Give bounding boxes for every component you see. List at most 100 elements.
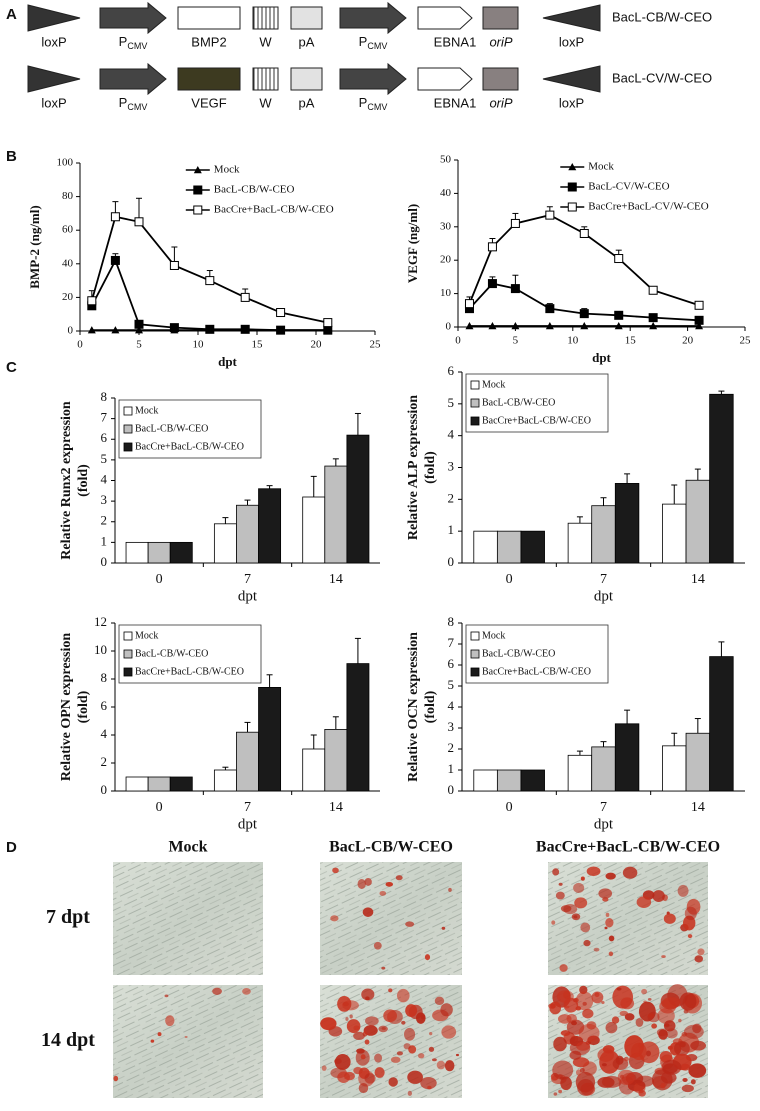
element-label: loxP xyxy=(559,34,584,49)
pa-shape xyxy=(290,67,323,91)
promoter-shape xyxy=(339,1,407,35)
stain-spot xyxy=(405,921,415,927)
micrograph xyxy=(113,985,263,1098)
y-tick-label: 5 xyxy=(448,395,455,410)
legend-label: BacCre+BacL-CB/W-CEO xyxy=(135,666,244,677)
element-label: loxP xyxy=(41,95,66,110)
stain-spot xyxy=(687,934,693,939)
y-tick-label: 5 xyxy=(448,677,455,692)
stain-spot xyxy=(563,904,578,915)
legend-label: Mock xyxy=(214,164,240,176)
stain-spot xyxy=(663,1020,676,1032)
legend-swatch xyxy=(123,667,133,677)
y-tick-label: 4 xyxy=(101,471,108,486)
legend-label: BacCre+BacL-CV/W-CEO xyxy=(588,201,709,213)
stain-spot xyxy=(605,872,616,880)
bar xyxy=(520,769,545,792)
legend-label: Mock xyxy=(135,405,158,416)
stain-spot xyxy=(681,1084,694,1093)
error-bar xyxy=(694,718,701,734)
legend-box xyxy=(465,624,609,684)
marker xyxy=(87,326,96,334)
stain-spot xyxy=(563,990,571,999)
stain-spot xyxy=(608,935,615,942)
x-tick-label: 7 xyxy=(244,800,251,815)
stain-spot xyxy=(661,1059,682,1075)
stain-spot xyxy=(321,1065,327,1071)
element-label: EBNA1 xyxy=(434,95,477,110)
y-axis-label: (fold) xyxy=(423,690,438,723)
stain-spot xyxy=(417,1053,425,1059)
y-tick-label: 1 xyxy=(448,761,455,776)
promoter-shape xyxy=(339,62,407,96)
stain-spot xyxy=(388,1077,398,1087)
error-bar xyxy=(671,732,678,746)
stain-spot xyxy=(353,1025,360,1031)
row-header: 14 dpt xyxy=(41,1029,95,1051)
marker xyxy=(510,284,520,294)
x-axis-label: dpt xyxy=(238,588,258,604)
marker xyxy=(614,321,623,330)
marker xyxy=(240,324,250,334)
stain-spot xyxy=(635,1018,644,1027)
legend-label: BacL-CB/W-CEO xyxy=(482,397,555,408)
error-bar xyxy=(310,734,317,749)
stain-spot xyxy=(616,987,622,991)
error-bar xyxy=(354,637,361,664)
legend-swatch xyxy=(470,416,480,426)
element-label-main: P xyxy=(119,34,128,49)
x-tick-label: 0 xyxy=(506,800,513,815)
y-tick-label: 5 xyxy=(101,451,108,466)
element-label: W xyxy=(259,95,272,110)
stain-spot xyxy=(552,868,560,876)
y-tick-label: 8 xyxy=(101,389,108,404)
stain-spot xyxy=(361,988,375,1001)
stain-spot xyxy=(242,987,251,995)
stain-spot xyxy=(593,947,600,952)
y-tick-label: 8 xyxy=(448,614,455,629)
micrograph xyxy=(113,862,263,975)
stain-spot xyxy=(697,948,705,956)
stain-spot xyxy=(619,1010,629,1016)
element-label: PCMV xyxy=(359,34,388,51)
stain-spot xyxy=(571,913,581,921)
legend-label: BacCre+BacL-CB/W-CEO xyxy=(135,441,244,452)
stain-spot xyxy=(597,1076,615,1088)
stain-spot xyxy=(620,997,635,1010)
y-tick-label: 3 xyxy=(101,492,108,507)
stain-spot xyxy=(552,1060,574,1080)
marker xyxy=(465,321,474,330)
stain-spot xyxy=(388,988,393,993)
stain-spot xyxy=(663,913,676,924)
marker xyxy=(488,321,497,330)
marker xyxy=(323,318,333,328)
legend-box xyxy=(118,624,262,684)
element-label-main: P xyxy=(359,34,368,49)
y-tick-label: 6 xyxy=(101,430,108,445)
bar xyxy=(567,754,593,792)
stain-spot xyxy=(404,1027,416,1041)
element-label: oriP xyxy=(489,95,512,110)
marker xyxy=(205,324,215,334)
bar xyxy=(125,776,149,792)
marker xyxy=(87,296,97,306)
stain-spot xyxy=(617,1069,635,1086)
y-tick-label: 1 xyxy=(101,533,108,548)
stain-spot xyxy=(641,988,648,995)
marker xyxy=(169,323,179,333)
marker xyxy=(134,319,144,329)
x-tick-label: 20 xyxy=(682,335,694,347)
marker xyxy=(510,218,520,228)
bar xyxy=(685,732,711,792)
wpre-shape xyxy=(252,67,279,91)
bar xyxy=(147,776,171,792)
stain-spot xyxy=(559,964,568,972)
error-bar xyxy=(244,721,251,733)
element-label: VEGF xyxy=(191,95,226,110)
stain-spot xyxy=(373,941,382,950)
x-tick-label: 0 xyxy=(156,800,163,815)
stain-spot xyxy=(378,1025,388,1033)
stain-spot xyxy=(164,994,169,998)
x-tick-label: 0 xyxy=(77,339,83,351)
